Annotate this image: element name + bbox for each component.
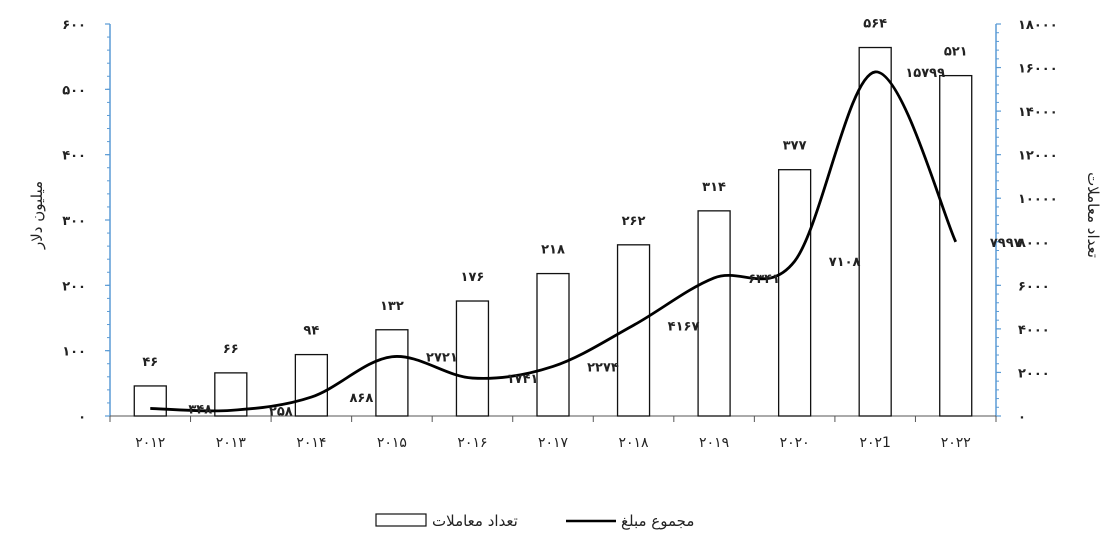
bar-data-label: ۵۲۱ bbox=[944, 45, 968, 60]
x-tick-label: ۲۰۱۹ bbox=[699, 435, 729, 451]
bar-data-label: ۶۶ bbox=[223, 342, 239, 357]
bar bbox=[536, 272, 570, 417]
data-labels: ۴۶ ۶۶ ۹۴ ۱۳۲ ۱۷۶ ۲۱۸ ۲۶۲ ۳۱۴ ۳۷۷ ۵۶۴ ۵۲۱ ۳۴۸ ۲۵۸ ۸۶۸ ۲… bbox=[142, 17, 1021, 420]
bar-data-label: ۱۳۲ bbox=[380, 299, 404, 314]
y-left-tick-label: ۶۰۰ bbox=[62, 18, 86, 33]
axes: ۰۱۰۰۲۰۰۳۰۰۴۰۰۵۰۰۶۰۰۰۲۰۰۰۴۰۰۰۶۰۰۰۸۰۰۰۱۰۰۰… bbox=[62, 18, 1058, 451]
y-left-tick-label: ۴۰۰ bbox=[62, 149, 86, 164]
x-tick-label: ۲۰۲۲ bbox=[941, 435, 971, 451]
legend-swatch-bar bbox=[375, 513, 427, 527]
y-left-tick-label: ۵۰۰ bbox=[62, 83, 86, 98]
bar bbox=[294, 353, 329, 417]
line-data-label: ۸۶۸ bbox=[349, 391, 373, 406]
line-data-label: ۱۷۴۱ bbox=[507, 372, 539, 387]
bar-data-label: ۲۱۸ bbox=[541, 243, 565, 258]
line-data-label: ۲۷۲۱ bbox=[426, 351, 458, 366]
y-right-title: تعداد معاملات bbox=[1084, 172, 1102, 258]
x-tick-label: ۲۰۲۰ bbox=[780, 435, 810, 451]
bar-data-label: ۲۶۲ bbox=[622, 214, 646, 229]
line-series-path bbox=[150, 70, 957, 413]
x-tick-label: ۲۰۱۷ bbox=[538, 435, 569, 451]
bar bbox=[133, 385, 167, 417]
line-data-label: ۴۱۶۷ bbox=[668, 319, 700, 334]
line-data-label: ۷۹۹۷ bbox=[990, 236, 1022, 251]
line-data-label: ۲۲۷۴ bbox=[587, 360, 619, 375]
legend-label-bar: تعداد معاملات bbox=[432, 512, 518, 530]
x-tick-label: ۲۰۱۲ bbox=[135, 435, 165, 451]
y-left-tick-label: ۲۰۰ bbox=[62, 279, 86, 294]
y-right-tick-label: ۰ bbox=[1018, 410, 1026, 425]
line-data-label: ۶۳۴۱ bbox=[748, 272, 780, 287]
line-data-label: ۲۵۸ bbox=[269, 404, 293, 419]
y-right-tick-label: ۴۰۰۰ bbox=[1018, 323, 1050, 338]
bar-data-label: ۵۶۴ bbox=[863, 17, 887, 32]
y-left-tick-label: ۳۰۰ bbox=[62, 214, 86, 229]
y-right-tick-label: ۱۴۰۰۰ bbox=[1018, 105, 1058, 120]
x-tick-label: ۲۰۱۶ bbox=[457, 435, 487, 451]
line-data-label: ۱۵۷۹۹ bbox=[905, 66, 945, 81]
legend: مجموع مبلغ تعداد معاملات bbox=[375, 512, 694, 530]
bar-data-label: ۹۴ bbox=[303, 324, 319, 339]
bar-data-label: ۱۷۶ bbox=[461, 270, 485, 285]
line-data-label: ۷۱۰۸ bbox=[829, 255, 861, 270]
y-right-tick-label: ۱۸۰۰۰ bbox=[1018, 18, 1058, 33]
y-right-tick-label: ۶۰۰۰ bbox=[1018, 279, 1050, 294]
bar bbox=[858, 46, 892, 417]
line-data-label: ۳۴۸ bbox=[188, 402, 212, 417]
x-tick-label: ۲۰۲1 bbox=[859, 435, 890, 451]
y-right-tick-label: ۱۶۰۰۰ bbox=[1018, 62, 1058, 77]
bar bbox=[375, 329, 409, 417]
bar bbox=[939, 74, 973, 417]
bar bbox=[616, 244, 651, 417]
bar-data-label: ۴۶ bbox=[142, 355, 158, 370]
bar bbox=[455, 300, 490, 417]
legend-label-line: مجموع مبلغ bbox=[621, 512, 694, 530]
bar-data-label: ۳۱۴ bbox=[702, 180, 726, 195]
y-right-tick-label: ۲۰۰۰ bbox=[1018, 366, 1050, 381]
bar bbox=[777, 169, 812, 417]
y-right-tick-label: ۱۰۰۰۰ bbox=[1018, 192, 1058, 207]
bar-data-label: ۳۷۷ bbox=[783, 139, 807, 154]
x-tick-label: ۲۰۱۸ bbox=[619, 435, 650, 451]
x-tick-label: ۲۰۱۳ bbox=[216, 435, 247, 451]
bars bbox=[133, 46, 973, 417]
y-right-tick-label: ۱۲۰۰۰ bbox=[1018, 149, 1058, 164]
x-tick-label: ۲۰۱۴ bbox=[296, 435, 326, 451]
y-left-tick-label: ۱۰۰ bbox=[62, 345, 86, 360]
y-left-tick-label: ۰ bbox=[78, 410, 86, 425]
line-series bbox=[150, 70, 957, 413]
y-left-title: میلیون دلار bbox=[28, 181, 46, 250]
x-tick-label: ۲۰۱۵ bbox=[377, 435, 407, 451]
bar bbox=[697, 210, 731, 417]
y-right-tick-label: ۸۰۰۰ bbox=[1018, 236, 1050, 251]
